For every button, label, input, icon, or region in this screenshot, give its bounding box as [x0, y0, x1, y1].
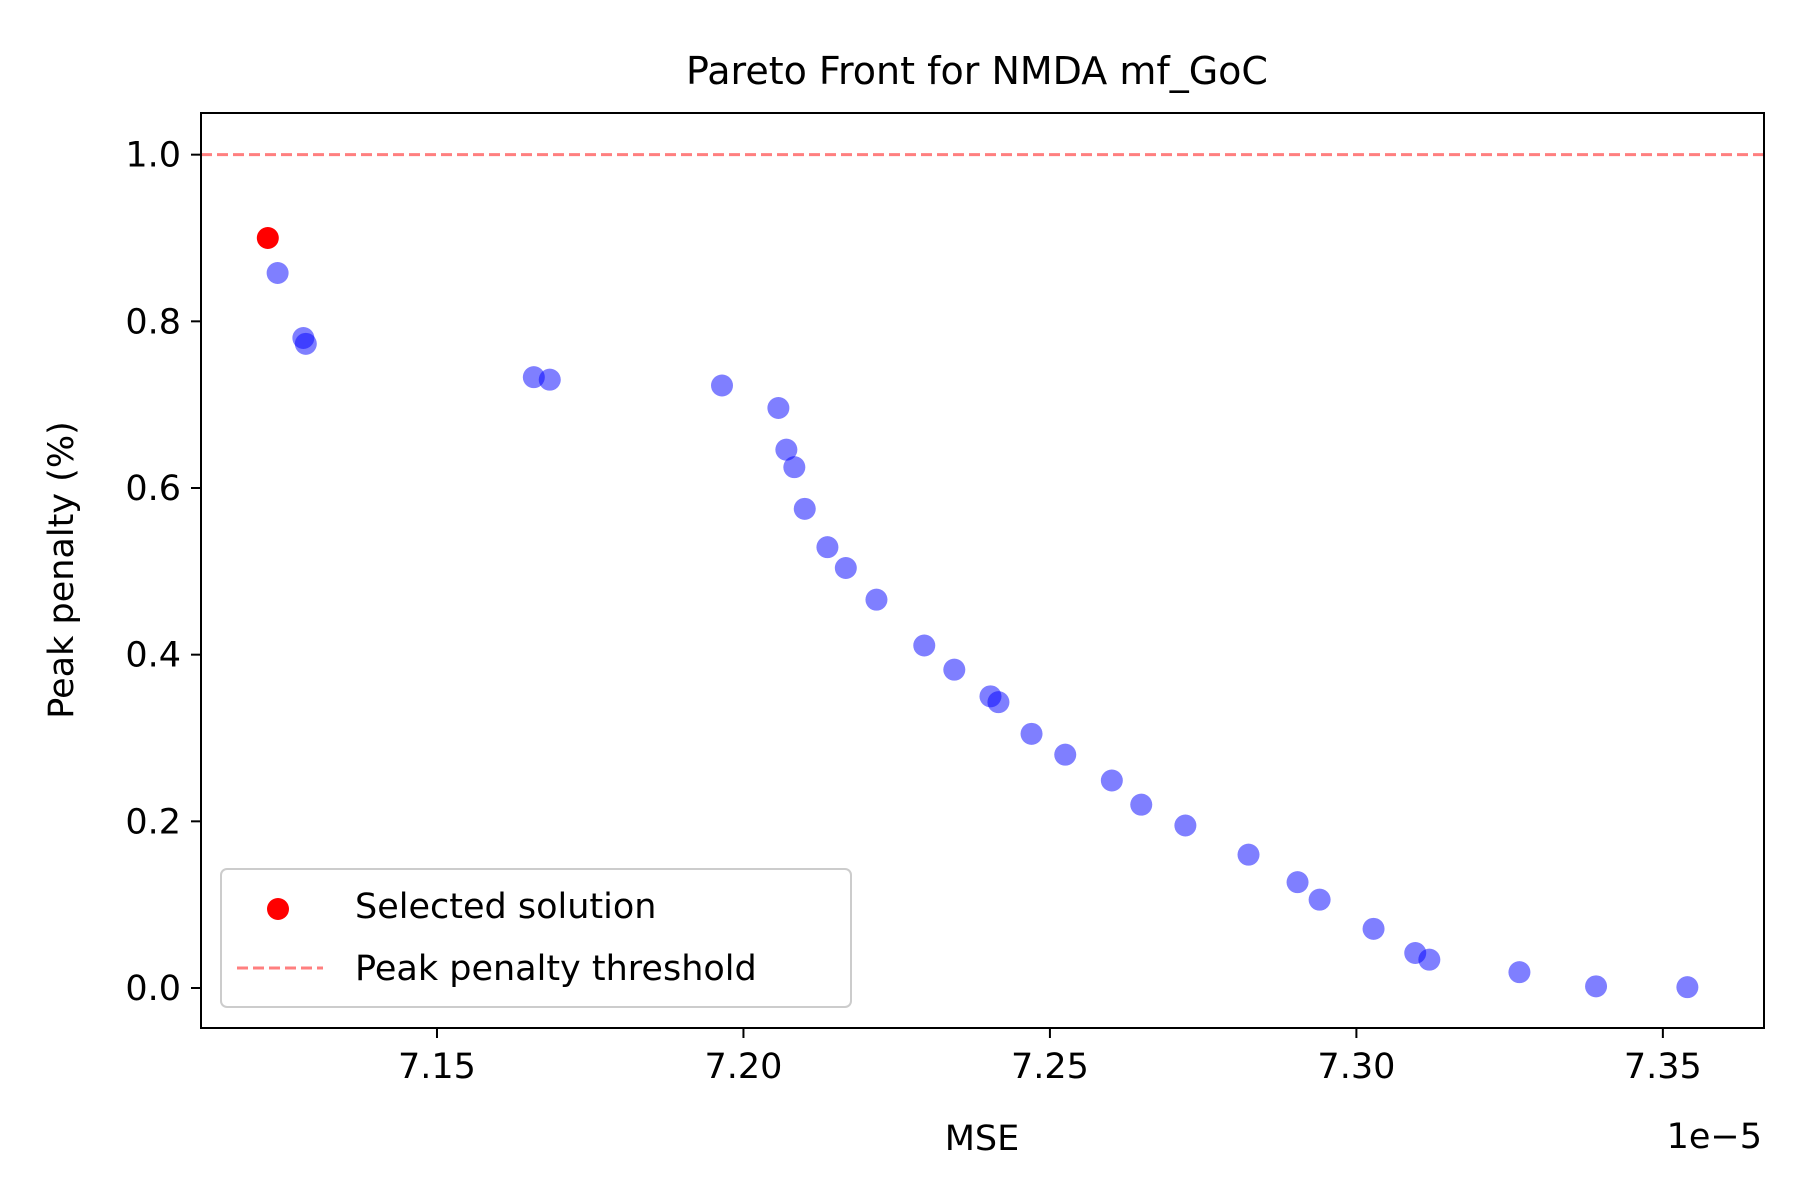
x-tick-label: 7.25 — [1011, 1047, 1089, 1087]
plot-frame — [200, 112, 1765, 1029]
pareto-point — [1585, 975, 1608, 998]
pareto-point — [1362, 917, 1385, 940]
x-offset-label: 1e−5 — [1667, 1117, 1762, 1157]
pareto-point — [1676, 976, 1699, 999]
x-tick-label: 7.30 — [1317, 1047, 1395, 1087]
legend: Selected solution Peak penalty threshold — [220, 868, 852, 1008]
y-axis: 0.0 0.2 0.4 0.6 0.8 1.0 — [125, 136, 201, 1009]
x-tick-label: 7.35 — [1624, 1047, 1702, 1087]
pareto-point — [538, 368, 561, 391]
pareto-point — [987, 691, 1010, 714]
x-axis-label: MSE — [945, 1119, 1020, 1159]
pareto-point — [834, 557, 857, 579]
pareto-point — [943, 658, 966, 681]
pareto-point — [1020, 722, 1043, 745]
pareto-point — [775, 438, 798, 461]
pareto-point — [1508, 961, 1531, 984]
pareto-point — [266, 262, 289, 284]
y-tick-label: 0.0 — [125, 969, 181, 1009]
chart-title: Pareto Front for NMDA mf_GoC — [686, 49, 1268, 93]
pareto-point — [865, 588, 888, 611]
pareto-point — [793, 497, 816, 520]
x-tick-label: 7.15 — [398, 1047, 476, 1087]
legend-label-threshold: Peak penalty threshold — [355, 949, 757, 989]
x-axis: 7.15 7.20 7.25 7.30 7.35 — [398, 1028, 1702, 1087]
pareto-point — [913, 634, 936, 657]
pareto-point — [767, 397, 790, 419]
pareto-point — [783, 456, 806, 479]
y-tick-label: 0.2 — [125, 802, 181, 842]
legend-marker-selected — [267, 898, 289, 920]
pareto-point — [294, 332, 317, 355]
pareto-point — [711, 374, 733, 397]
pareto-point — [1308, 888, 1331, 911]
pareto-point — [1100, 769, 1123, 792]
pareto-point — [1174, 814, 1197, 837]
x-tick-label: 7.20 — [704, 1047, 782, 1087]
legend-box — [220, 868, 852, 1008]
legend-label-selected: Selected solution — [355, 887, 656, 927]
y-tick-label: 0.6 — [125, 469, 181, 509]
y-tick-label: 0.4 — [125, 636, 181, 676]
pareto-point — [1237, 843, 1260, 866]
pareto-point — [1418, 948, 1441, 971]
y-tick-label: 0.8 — [125, 302, 181, 342]
y-tick-label: 1.0 — [125, 136, 181, 176]
pareto-point — [1286, 871, 1309, 894]
pareto-point — [816, 536, 839, 559]
selected-solution-point — [256, 227, 279, 249]
points-layer — [256, 227, 1699, 999]
y-axis-label: Peak penalty (%) — [42, 421, 82, 718]
pareto-point — [1130, 793, 1153, 816]
pareto-point — [1054, 743, 1077, 766]
